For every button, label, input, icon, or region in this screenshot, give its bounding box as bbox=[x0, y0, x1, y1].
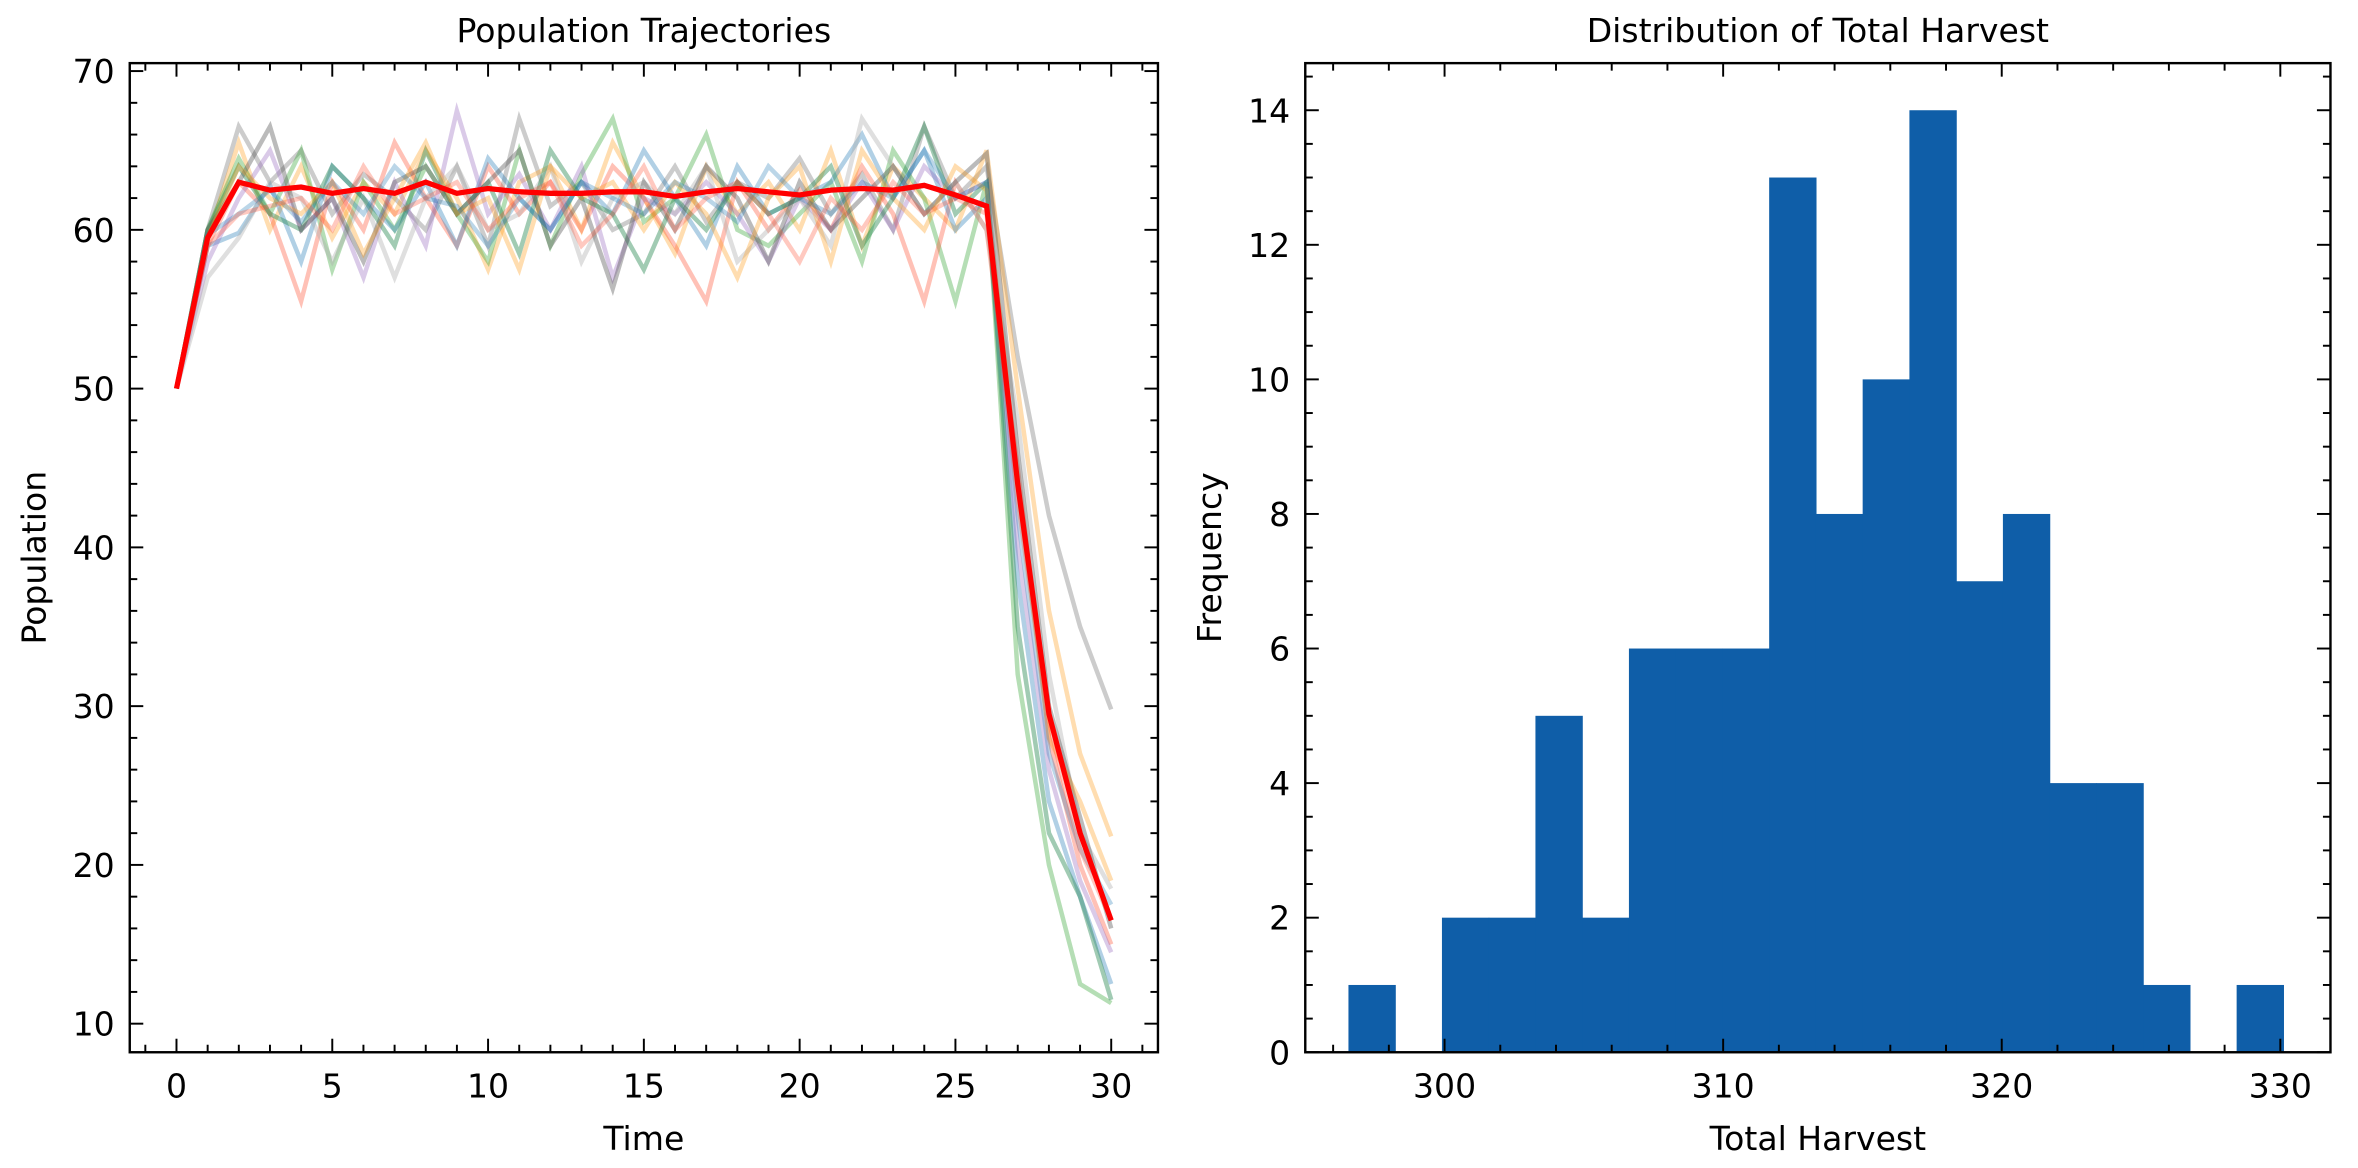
y-tick-label: 0 bbox=[1269, 1033, 1290, 1072]
x-tick-label: 30 bbox=[1090, 1066, 1132, 1105]
trajectory-line bbox=[174, 137, 1114, 946]
x-tick-label: 5 bbox=[322, 1066, 343, 1105]
histogram-bar bbox=[2049, 783, 2097, 1053]
x-tick-label: 310 bbox=[1692, 1066, 1755, 1105]
x-tick-label: 300 bbox=[1413, 1066, 1476, 1105]
ticks bbox=[129, 63, 1158, 1053]
trajectory-line bbox=[174, 120, 1114, 1001]
y-tick-label: 4 bbox=[1269, 764, 1290, 803]
y-tick-label: 50 bbox=[73, 370, 115, 409]
harvest-histogram-plot: Distribution of Total Harvest Total Harv… bbox=[1190, 11, 2332, 1158]
y-tick-label: 14 bbox=[1248, 91, 1290, 130]
population-trajectories-plot: Population Trajectories Time Population … bbox=[15, 11, 1160, 1158]
histogram-bar bbox=[1862, 379, 1911, 1053]
plot-area bbox=[1348, 110, 2284, 1053]
histogram-bar bbox=[1348, 984, 1396, 1053]
plot-title: Distribution of Total Harvest bbox=[1587, 11, 2049, 50]
histogram-bar bbox=[1956, 581, 2004, 1053]
y-tick-label: 70 bbox=[73, 52, 115, 91]
mean-line bbox=[173, 179, 1114, 922]
histogram-bar bbox=[1582, 917, 1630, 1053]
y-tick-label: 40 bbox=[73, 528, 115, 567]
histogram-bar bbox=[2096, 783, 2144, 1053]
histogram-bar bbox=[1628, 648, 1677, 1053]
x-tick-label: 330 bbox=[2249, 1066, 2312, 1105]
x-axis-label: Total Harvest bbox=[1709, 1119, 1927, 1158]
histogram-bar bbox=[2143, 984, 2191, 1053]
y-tick-label: 60 bbox=[73, 211, 115, 250]
histogram-bar bbox=[1815, 513, 1864, 1053]
x-tick-label: 0 bbox=[166, 1066, 187, 1105]
y-tick-label: 8 bbox=[1269, 495, 1290, 534]
histogram-bar bbox=[1441, 917, 1490, 1053]
histogram-bar bbox=[2002, 513, 2051, 1053]
ticks bbox=[1305, 63, 2331, 1054]
plot-title: Population Trajectories bbox=[457, 11, 832, 50]
y-tick-label: 30 bbox=[73, 687, 115, 726]
y-axis-label: Frequency bbox=[1190, 472, 1229, 643]
x-tick-label: 320 bbox=[1970, 1066, 2033, 1105]
trajectory-line bbox=[174, 102, 1114, 954]
trajectory-line bbox=[174, 120, 1114, 929]
axes-frame bbox=[1304, 61, 2332, 1054]
trajectory-line bbox=[174, 113, 1113, 1006]
trajectory-line bbox=[174, 146, 1114, 906]
histogram-bar bbox=[1769, 177, 1817, 1053]
trajectory-line bbox=[174, 113, 1114, 890]
x-tick-label: 15 bbox=[623, 1066, 665, 1105]
axes-border bbox=[1304, 61, 2332, 1054]
histogram-bar bbox=[1535, 715, 1583, 1053]
histogram-bar bbox=[2236, 984, 2284, 1053]
y-tick-label: 20 bbox=[73, 846, 115, 885]
histogram-bar bbox=[1722, 648, 1770, 1053]
histogram-bar bbox=[1675, 648, 1724, 1053]
trajectory-line bbox=[174, 137, 1114, 882]
y-tick-label: 12 bbox=[1248, 226, 1290, 265]
histogram-bar bbox=[1909, 110, 1957, 1053]
trajectory-line bbox=[174, 161, 1114, 922]
y-axis-label: Population bbox=[15, 471, 54, 645]
y-tick-label: 6 bbox=[1269, 630, 1290, 669]
plot-area bbox=[173, 102, 1114, 1006]
histogram-bar bbox=[1488, 917, 1537, 1053]
x-tick-label: 10 bbox=[467, 1066, 509, 1105]
x-tick-label: 25 bbox=[934, 1066, 976, 1105]
x-axis-label: Time bbox=[602, 1119, 684, 1158]
y-tick-label: 10 bbox=[1248, 360, 1290, 399]
trajectory-line bbox=[174, 110, 1114, 711]
trajectory-line bbox=[174, 135, 1114, 838]
trajectory-line bbox=[174, 129, 1114, 985]
x-tick-label: 20 bbox=[779, 1066, 821, 1105]
y-tick-label: 2 bbox=[1269, 899, 1290, 938]
y-tick-label: 10 bbox=[73, 1005, 115, 1044]
